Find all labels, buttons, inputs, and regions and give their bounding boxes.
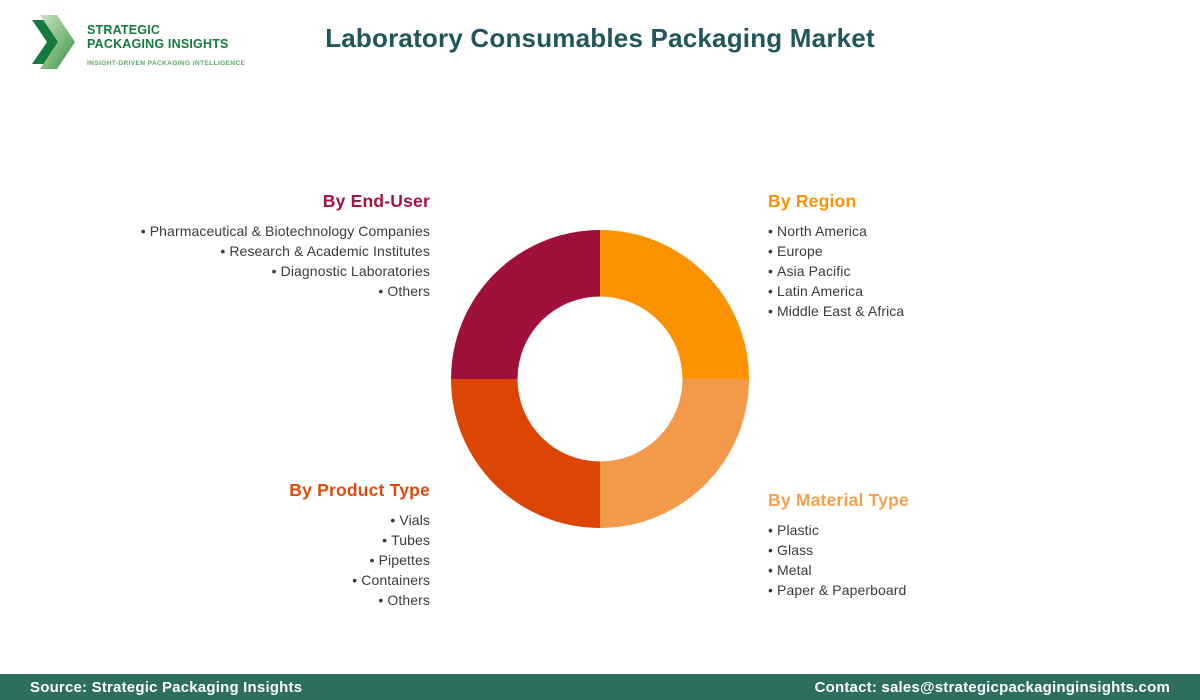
segment-product-type: By Product Type VialsTubesPipettesContai… (50, 480, 430, 610)
segment-list-item: Others (50, 590, 430, 610)
brand-name-line1: STRATEGIC (87, 23, 161, 37)
footer-contact: Contact: sales@strategicpackaginginsight… (814, 678, 1170, 696)
page-title: Laboratory Consumables Packaging Market (325, 23, 875, 53)
segment-list-item: Middle East & Africa (768, 301, 1098, 321)
segment-list-item: Paper & Paperboard (768, 580, 1098, 600)
segment-list-item: Europe (768, 241, 1098, 261)
segment-list-item: Containers (50, 570, 430, 590)
donut-chart (451, 230, 749, 528)
segment-list-item: Vials (50, 510, 430, 530)
brand-logo: STRATEGIC PACKAGING INSIGHTS INSIGHT-DRI… (30, 12, 245, 72)
segment-list-item: Pharmaceutical & Biotechnology Companies (50, 221, 430, 241)
segment-list-end-user: Pharmaceutical & Biotechnology Companies… (50, 221, 430, 301)
donut-hole (517, 296, 683, 462)
brand-tagline: INSIGHT-DRIVEN PACKAGING INTELLIGENCE (87, 59, 246, 67)
segment-list-item: Pipettes (50, 550, 430, 570)
segment-list-item: Metal (768, 560, 1098, 580)
brand-name-line2: PACKAGING INSIGHTS (87, 37, 229, 52)
brand-text: STRATEGIC PACKAGING INSIGHTS INSIGHT-DRI… (87, 12, 245, 67)
segment-list-item: Plastic (768, 520, 1098, 540)
segment-heading-product-type: By Product Type (289, 480, 430, 500)
logo-chevron-icon (32, 15, 75, 69)
segment-list-item: Tubes (50, 530, 430, 550)
footer-bar: Source: Strategic Packaging Insights Con… (0, 674, 1200, 700)
segment-list-item: Asia Pacific (768, 261, 1098, 281)
segment-list-region: North AmericaEuropeAsia PacificLatin Ame… (768, 221, 1098, 321)
footer-source: Source: Strategic Packaging Insights (30, 678, 303, 696)
segment-list-item: Latin America (768, 281, 1098, 301)
segment-list-product-type: VialsTubesPipettesContainersOthers (50, 510, 430, 610)
segment-list-item: North America (768, 221, 1098, 241)
segment-heading-material-type: By Material Type (768, 490, 909, 510)
segment-material-type: By Material Type PlasticGlassMetalPaper … (768, 490, 1098, 600)
segment-heading-region: By Region (768, 191, 857, 211)
segment-heading-end-user: By End-User (322, 191, 430, 211)
segment-region: By Region North AmericaEuropeAsia Pacifi… (768, 191, 1098, 321)
segment-list-item: Glass (768, 540, 1098, 560)
segment-list-item: Diagnostic Laboratories (50, 261, 430, 281)
segment-end-user: By End-User Pharmaceutical & Biotechnolo… (50, 191, 430, 301)
segment-list-item: Research & Academic Institutes (50, 241, 430, 261)
segment-list-material-type: PlasticGlassMetalPaper & Paperboard (768, 520, 1098, 600)
segment-list-item: Others (50, 281, 430, 301)
